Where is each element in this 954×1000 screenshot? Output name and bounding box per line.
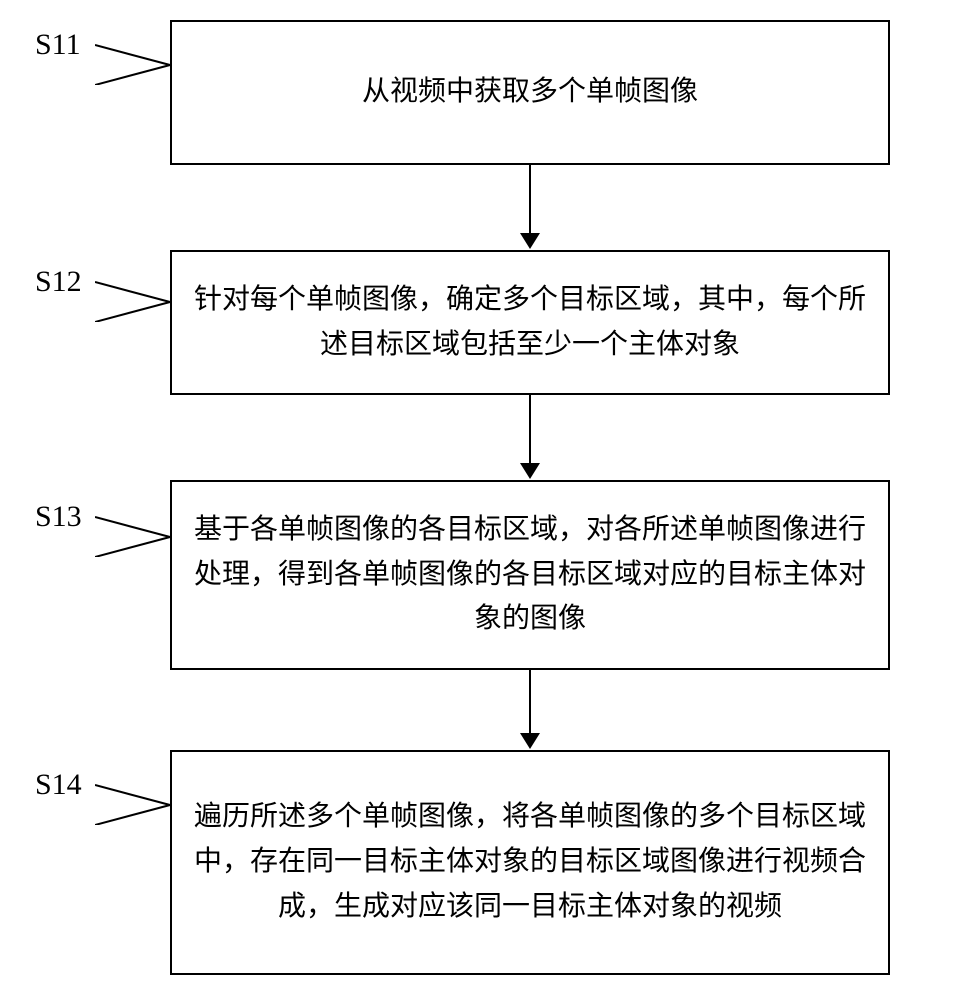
step-text-s14: 遍历所述多个单帧图像，将各单帧图像的多个目标区域中，存在同一目标主体对象的目标区…	[192, 795, 868, 929]
arrowhead-s11-s12	[520, 233, 540, 249]
step-text-s12: 针对每个单帧图像，确定多个目标区域，其中，每个所述目标区域包括至少一个主体对象	[192, 278, 868, 368]
arrow-s13-s14	[529, 670, 531, 733]
arrowhead-s12-s13	[520, 463, 540, 479]
step-label-s12: S12	[35, 265, 82, 299]
flowchart-container: S11 从视频中获取多个单帧图像 S12 针对每个单帧图像，确定多个目标区域，其…	[0, 0, 954, 1000]
label-connector-s12	[95, 272, 173, 322]
label-connector-s14	[95, 775, 173, 825]
arrowhead-s13-s14	[520, 733, 540, 749]
step-box-s13: 基于各单帧图像的各目标区域，对各所述单帧图像进行处理，得到各单帧图像的各目标区域…	[170, 480, 890, 670]
arrow-s12-s13	[529, 395, 531, 463]
step-text-s11: 从视频中获取多个单帧图像	[362, 70, 698, 115]
step-label-s13: S13	[35, 500, 82, 534]
step-box-s14: 遍历所述多个单帧图像，将各单帧图像的多个目标区域中，存在同一目标主体对象的目标区…	[170, 750, 890, 975]
step-label-s14: S14	[35, 768, 82, 802]
step-box-s11: 从视频中获取多个单帧图像	[170, 20, 890, 165]
arrow-s11-s12	[529, 165, 531, 233]
step-label-s11: S11	[35, 28, 81, 62]
step-box-s12: 针对每个单帧图像，确定多个目标区域，其中，每个所述目标区域包括至少一个主体对象	[170, 250, 890, 395]
step-text-s13: 基于各单帧图像的各目标区域，对各所述单帧图像进行处理，得到各单帧图像的各目标区域…	[192, 508, 868, 642]
label-connector-s11	[95, 35, 173, 85]
label-connector-s13	[95, 507, 173, 557]
